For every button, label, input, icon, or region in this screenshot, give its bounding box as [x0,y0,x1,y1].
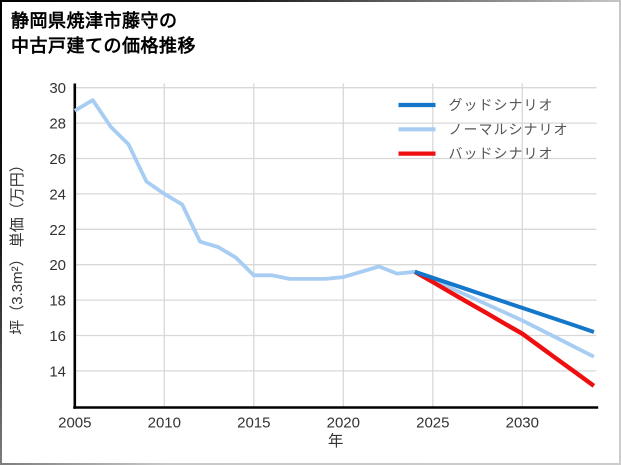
y-tick-label: 18 [49,293,66,310]
x-tick-label: 2005 [58,415,91,432]
legend-item: バッドシナリオ [398,146,554,162]
y-tick-label: 30 [49,80,66,97]
y-axis-label: 坪（3.3m²） 単価（万円） [9,157,26,335]
y-tick-label: 20 [49,257,66,274]
x-tick-label: 2010 [148,415,181,432]
x-tick-label: 2025 [416,415,449,432]
legend-item: グッドシナリオ [398,97,554,113]
y-tick-label: 14 [49,363,66,380]
y-tick-label: 28 [49,116,66,133]
chart-title-line1: 静岡県焼津市藤守の [11,11,178,31]
chart-title-line2: 中古戸建ての価格推移 [11,36,196,56]
x-tick-label: 2030 [506,415,539,432]
series-line-ノーマルシナリオ [73,98,595,359]
legend-label: グッドシナリオ [449,97,554,113]
x-axis-label: 年 [328,432,344,450]
y-tick-label: 16 [49,328,66,345]
legend-label: ノーマルシナリオ [449,121,569,137]
x-tick-label: 2015 [237,415,270,432]
chart-title: 静岡県焼津市藤守の 中古戸建ての価格推移 [11,9,196,59]
y-tick-label: 22 [49,222,66,239]
legend-item: ノーマルシナリオ [398,121,569,137]
y-tick-label: 26 [49,151,66,168]
series-line-グッドシナリオ [414,269,595,334]
legend-label: バッドシナリオ [449,146,554,162]
x-tick-label: 2020 [327,415,360,432]
series-line-バッドシナリオ [413,269,596,388]
y-tick-label: 24 [49,186,66,203]
